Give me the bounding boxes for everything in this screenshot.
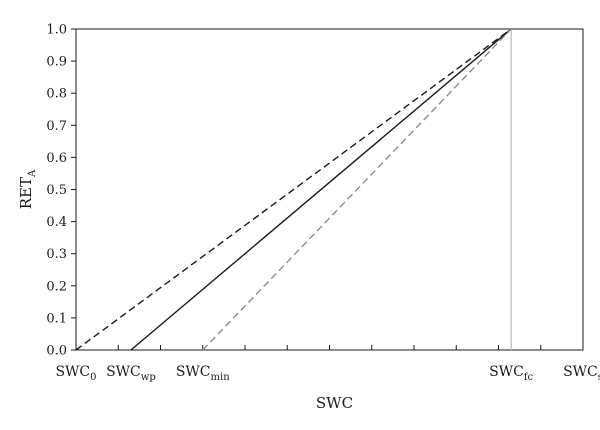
y-tick-label: 0.2 [46,279,67,294]
dashed-gray-series-line [202,28,512,351]
y-tick-label: 0.1 [46,311,67,326]
x-category-label-s: SWCs [563,364,600,383]
plot-frame [75,28,584,351]
x-category-label-min: SWCmin [176,364,230,383]
dashed-black-series-line [75,28,512,351]
y-tick-label: 0.4 [46,215,67,230]
y-tick-label: 0.9 [46,55,67,70]
y-tick-label: 0.3 [46,247,67,262]
y-tick-label: 0.5 [46,183,67,198]
solid-black-series-line [130,28,512,351]
x-category-label-wp: SWCwp [106,364,156,383]
y-tick-label: 0.8 [46,87,67,102]
y-tick-label: 1.0 [46,23,67,38]
y-tick-label: 0.6 [46,151,67,166]
x-category-label-0: SWC0 [55,364,96,383]
x-axis-title: SWC [316,394,353,412]
y-tick-label: 0.7 [46,119,67,134]
y-tick-label: 0.0 [46,344,67,359]
y-axis-title: RETA [17,169,38,209]
x-category-label-fc: SWCfc [489,364,533,383]
